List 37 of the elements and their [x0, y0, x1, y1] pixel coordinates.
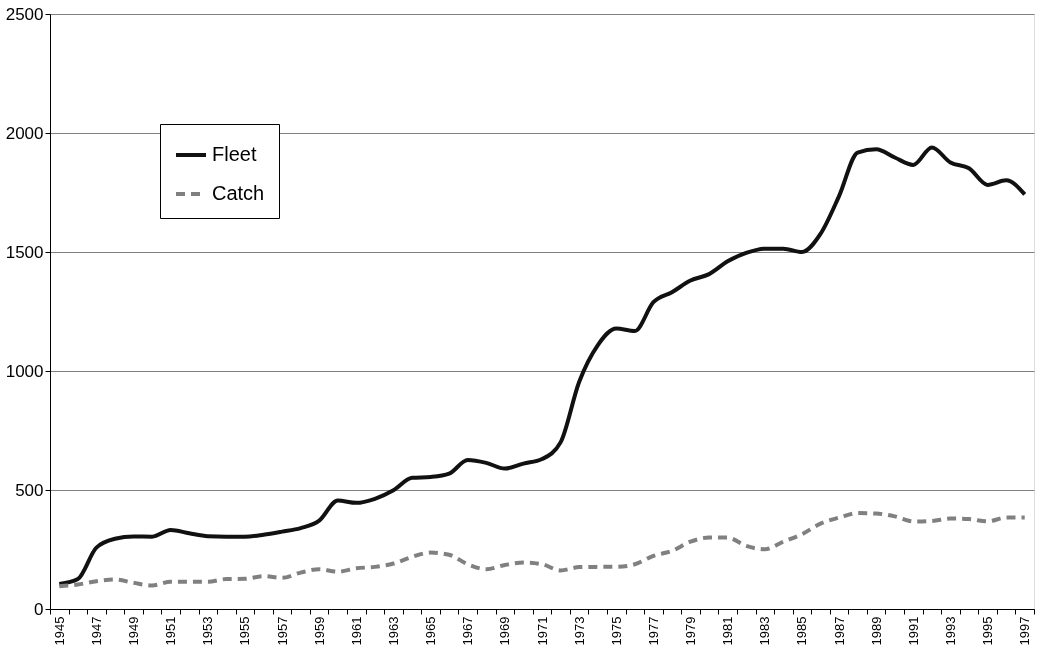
y-tick-label: 500: [15, 480, 44, 500]
x-tick-label: 1989: [868, 616, 884, 646]
x-tick-label: 1971: [534, 616, 550, 646]
x-tick-label: 1957: [274, 616, 290, 646]
y-tick-label: 1500: [5, 242, 44, 262]
x-tick-label: 1953: [200, 616, 216, 646]
x-tick-label: 1961: [348, 616, 364, 646]
x-tick-label: 1981: [720, 616, 736, 646]
line-series: [57, 511, 1027, 589]
x-tick-label: 1983: [757, 616, 773, 646]
legend-label: Catch: [212, 182, 265, 204]
x-tick-label: 1945: [51, 616, 67, 646]
y-tick-label: 2000: [5, 123, 44, 143]
x-tick-label: 1959: [311, 616, 327, 646]
x-tick-label: 1965: [423, 616, 439, 646]
x-tick-label: 1955: [237, 616, 253, 646]
x-tick-label: 1977: [645, 616, 661, 646]
x-tick-label: 1975: [608, 616, 624, 646]
x-tick-label: 1985: [794, 616, 810, 646]
x-tick-label: 1979: [683, 616, 699, 646]
y-tick-label: 2500: [5, 4, 44, 24]
x-tick-label: 1963: [385, 616, 401, 646]
x-tick-label: 1987: [831, 616, 847, 646]
x-tick-label: 1993: [942, 616, 958, 646]
x-tick-label: 1997: [1017, 616, 1033, 646]
x-tick-label: 1949: [126, 616, 142, 646]
x-tick-label: 1995: [980, 616, 996, 646]
x-tick-label: 1951: [163, 616, 179, 646]
x-tick-label: 1967: [460, 616, 476, 646]
x-tick-label: 1969: [497, 616, 513, 646]
x-tick-label: 1991: [905, 616, 921, 646]
legend-label: Fleet: [212, 143, 257, 165]
x-tick-label: 1973: [571, 616, 587, 646]
y-tick-label: 0: [34, 599, 44, 619]
x-tick-label: 1947: [88, 616, 104, 646]
line-series: [57, 145, 1027, 587]
y-tick-label: 1000: [5, 361, 44, 381]
